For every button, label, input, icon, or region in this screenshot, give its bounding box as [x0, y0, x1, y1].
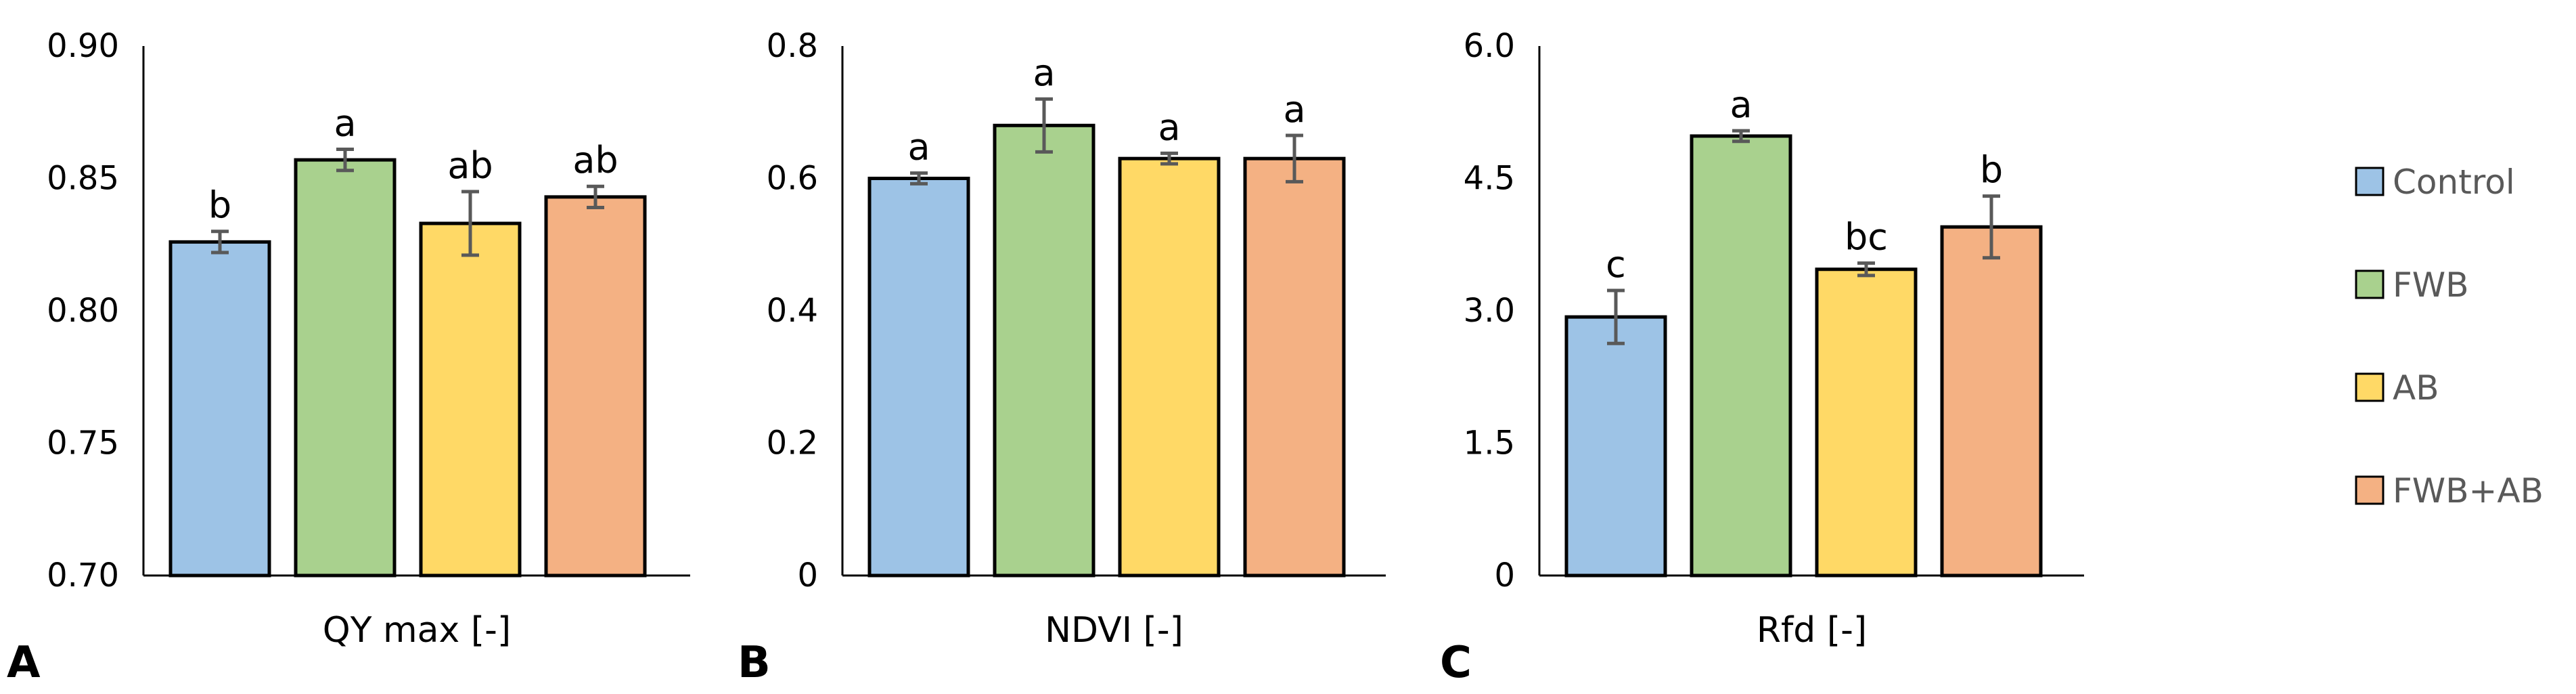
panel-a-bar-fwb	[294, 158, 397, 578]
panel-c-error-bar-control	[1607, 288, 1625, 345]
panel-c-bars	[1564, 129, 2043, 578]
legend-item-fwb: FWB	[2355, 265, 2469, 305]
panel-a-bar-fwb-ab	[544, 195, 647, 578]
legend-item-ab: AB	[2355, 368, 2439, 408]
panel-b-error-bar-ab	[1160, 151, 1178, 166]
panel-a: 0.70 0.75 0.80 0.85 0.90 b a ab ab QY ma…	[7, 27, 690, 688]
panel-a-y-tick-label: 0.90	[47, 27, 119, 65]
panel-c-bar-control	[1564, 315, 1667, 578]
panel-b-error-bar-fwb	[1035, 97, 1053, 154]
legend-label-fwb: FWB	[2393, 265, 2469, 305]
legend-label-ab: AB	[2393, 368, 2439, 408]
legend-item-control: Control	[2355, 162, 2515, 202]
panel-b-error-bar-control	[910, 171, 928, 186]
panel-a-y-tick-label: 0.80	[47, 292, 119, 330]
panel-b-bar-ab	[1118, 156, 1221, 578]
panel-b-bar-fwb	[993, 123, 1095, 578]
panel-a-x-axis-label: QY max [-]	[323, 610, 511, 651]
legend-swatch-ab	[2355, 372, 2385, 402]
panel-c-sig-fwb: a	[1730, 83, 1752, 126]
panel-b-bar-fwb-ab	[1243, 156, 1346, 578]
panel-c: 0 1.5 3.0 4.5 6.0 c a bc b Rfd [-] C	[1440, 27, 2084, 688]
legend-swatch-fwb-ab	[2355, 475, 2385, 505]
panel-a-bar-ab	[419, 221, 522, 578]
panel-a-significance-labels: b a ab ab	[208, 102, 618, 226]
panel-b-x-axis-label: NDVI [-]	[1045, 610, 1183, 651]
panel-a-error-bar-ab	[461, 190, 479, 257]
panel-c-y-tick-label: 6.0	[1464, 27, 1515, 65]
panel-a-y-tick-label: 0.75	[47, 425, 119, 462]
panel-a-error-bar-fwb-ab	[587, 184, 604, 210]
panel-a-bars	[168, 147, 647, 578]
legend-swatch-fwb	[2355, 269, 2385, 299]
panel-a-sig-fwb: a	[334, 102, 356, 144]
legend-label-control: Control	[2393, 162, 2515, 202]
panel-c-bar-fwb	[1690, 134, 1792, 578]
legend: Control FWB AB FWB+AB	[2355, 162, 2544, 511]
panel-b-letter: B	[738, 638, 771, 688]
panel-b-sig-fwb: a	[1033, 51, 1055, 94]
panel-b-sig-fwb-ab: a	[1283, 88, 1305, 131]
panel-c-bar-fwb-ab	[1940, 225, 2043, 578]
panel-b-significance-labels: a a a a	[907, 51, 1305, 168]
panel-c-error-bar-fwb-ab	[1983, 194, 2000, 260]
panel-a-error-bar-control	[211, 230, 229, 255]
panel-c-y-ticks: 0 1.5 3.0 4.5 6.0	[1464, 27, 1515, 594]
panel-b-error-bar-fwb-ab	[1286, 133, 1303, 183]
panel-b-sig-ab: a	[1158, 106, 1180, 148]
panel-b-y-tick-label: 0.2	[767, 425, 818, 462]
panel-c-sig-ab: bc	[1845, 216, 1888, 259]
legend-item-fwb-ab: FWB+AB	[2355, 471, 2544, 511]
panel-b-y-tick-label: 0.8	[767, 27, 818, 65]
panel-b-y-tick-label: 0.6	[767, 160, 818, 198]
panel-c-error-bar-fwb	[1732, 129, 1750, 144]
panel-c-significance-labels: c a bc b	[1606, 83, 2003, 286]
panel-c-sig-control: c	[1606, 243, 1626, 286]
panel-c-error-bar-ab	[1857, 261, 1875, 278]
panel-c-y-tick-label: 3.0	[1464, 292, 1515, 330]
panel-a-error-bar-fwb	[336, 147, 354, 173]
panel-b-bar-control	[867, 177, 970, 578]
panel-b-y-tick-label: 0	[797, 557, 818, 594]
panel-b: 0 0.2 0.4 0.6 0.8 a a a a NDVI [-] B	[738, 27, 1386, 688]
panel-c-y-tick-label: 1.5	[1464, 425, 1515, 462]
panel-a-letter: A	[7, 638, 41, 688]
panel-c-y-tick-label: 0	[1494, 557, 1515, 594]
panel-a-sig-ab: ab	[447, 144, 493, 187]
panel-c-sig-fwb-ab: b	[1980, 149, 2003, 192]
panel-b-bars	[867, 97, 1346, 578]
panel-b-y-ticks: 0 0.2 0.4 0.6 0.8	[767, 27, 818, 594]
panel-a-bar-control	[168, 240, 271, 578]
panel-c-x-axis-label: Rfd [-]	[1757, 610, 1867, 651]
panel-c-y-tick-label: 4.5	[1464, 160, 1515, 198]
legend-swatch-control	[2355, 167, 2385, 196]
panel-a-y-tick-label: 0.85	[47, 160, 119, 198]
panel-b-sig-control: a	[907, 126, 930, 169]
panel-b-y-tick-label: 0.4	[767, 292, 818, 330]
panel-c-letter: C	[1440, 638, 1472, 688]
panel-a-sig-control: b	[208, 184, 231, 227]
legend-label-fwb-ab: FWB+AB	[2393, 471, 2544, 511]
panel-a-sig-fwb-ab: ab	[572, 139, 618, 181]
panel-c-bar-ab	[1815, 267, 1918, 578]
panel-a-y-ticks: 0.70 0.75 0.80 0.85 0.90	[47, 27, 119, 594]
panel-a-y-tick-label: 0.70	[47, 557, 119, 594]
